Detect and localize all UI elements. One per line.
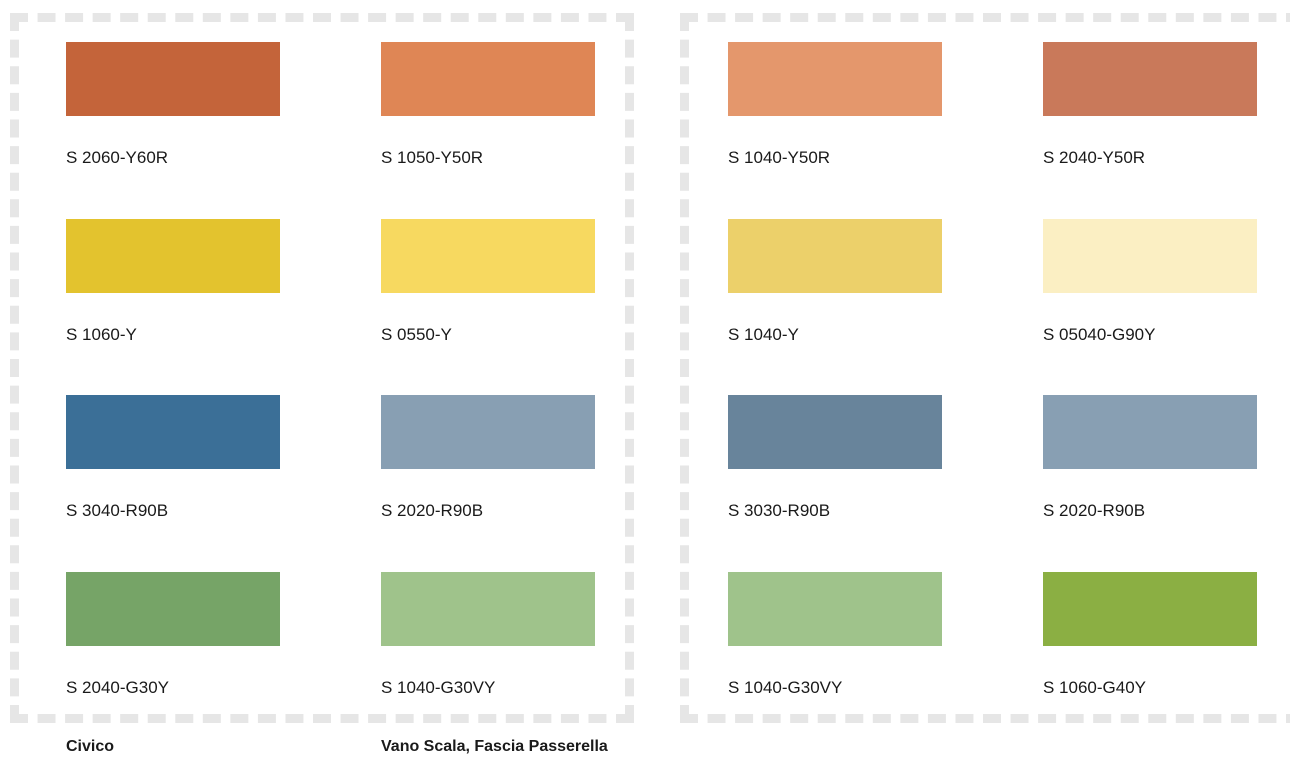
- color-code: S 1040-G30VY: [728, 678, 843, 697]
- color-swatch: [728, 219, 942, 293]
- color-swatch: [1043, 42, 1257, 116]
- color-swatch: [1043, 572, 1257, 646]
- swatch-card: S 2060-Y60R: [66, 42, 280, 167]
- color-code: S 3030-R90B: [728, 501, 831, 520]
- color-code: S 1050-Y50R: [381, 148, 484, 167]
- color-code: S 05040-G90Y: [1043, 325, 1156, 344]
- swatch-card: S 3030-R90B: [728, 395, 942, 520]
- swatch-card: S 1050-Y50R: [381, 42, 595, 167]
- swatch-card: S 2020-R90B: [1043, 395, 1257, 520]
- swatch-card: S 1040-Y50R: [728, 42, 942, 167]
- swatch-card: S 2020-R90B: [381, 395, 595, 520]
- swatch-card: S 2040-G30Y: [66, 572, 280, 697]
- color-code: S 2020-R90B: [381, 501, 484, 520]
- color-code: S 1040-Y: [728, 325, 799, 344]
- color-swatch: [381, 42, 595, 116]
- color-swatch: [381, 572, 595, 646]
- palette-panel-vano-scala: [680, 13, 1290, 723]
- color-swatch: [381, 395, 595, 469]
- color-code: S 2060-Y60R: [66, 148, 169, 167]
- color-code: S 1040-G30VY: [381, 678, 496, 697]
- swatch-card: S 0550-Y: [381, 219, 595, 344]
- color-swatch: [728, 395, 942, 469]
- color-swatch: [66, 219, 280, 293]
- caption-civico: Civico: [66, 738, 115, 755]
- swatch-card: S 1040-G30VY: [381, 572, 595, 697]
- swatch-card: S 1040-G30VY: [728, 572, 942, 697]
- color-swatch: [1043, 219, 1257, 293]
- color-code: S 0550-Y: [381, 325, 452, 344]
- color-code: S 1040-Y50R: [728, 148, 831, 167]
- color-swatch: [728, 572, 942, 646]
- color-code: S 2040-Y50R: [1043, 148, 1146, 167]
- color-swatch: [66, 42, 280, 116]
- palette-panel-civico: [10, 13, 634, 723]
- color-code: S 2040-G30Y: [66, 678, 170, 697]
- color-swatch: [66, 395, 280, 469]
- color-swatch: [381, 219, 595, 293]
- swatch-card: S 1040-Y: [728, 219, 942, 344]
- swatch-card: S 3040-R90B: [66, 395, 280, 520]
- color-code: S 1060-G40Y: [1043, 678, 1147, 697]
- color-swatch: [728, 42, 942, 116]
- swatch-card: S 2040-Y50R: [1043, 42, 1257, 167]
- swatch-card: S 1060-Y: [66, 219, 280, 344]
- color-code: S 2020-R90B: [1043, 501, 1146, 520]
- color-code: S 1060-Y: [66, 325, 137, 344]
- color-swatch: [1043, 395, 1257, 469]
- swatch-card: S 05040-G90Y: [1043, 219, 1257, 344]
- swatch-card: S 1060-G40Y: [1043, 572, 1257, 697]
- caption-vano-scala: Vano Scala, Fascia Passerella: [381, 738, 608, 755]
- color-swatch: [66, 572, 280, 646]
- color-code: S 3040-R90B: [66, 501, 169, 520]
